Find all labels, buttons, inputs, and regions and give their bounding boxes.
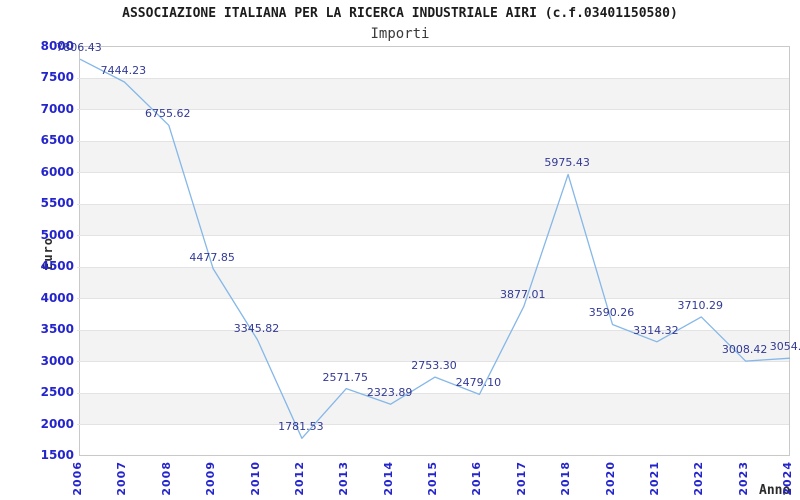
gridline xyxy=(77,203,789,205)
gridline xyxy=(77,329,789,331)
data-point-label: 2753.30 xyxy=(411,359,457,373)
plot-area xyxy=(77,46,791,456)
y-tick-label: 1500 xyxy=(40,448,74,462)
y-tick-label: 5500 xyxy=(40,196,74,211)
x-tick-label: 2022 xyxy=(692,461,706,496)
x-tick-label: 2014 xyxy=(381,461,395,496)
x-tick-label: 2006 xyxy=(71,461,84,496)
x-tick-label: 2024 xyxy=(781,461,794,496)
x-tick-label: 2015 xyxy=(426,461,439,496)
x-tick-label: 2023 xyxy=(736,461,750,496)
stripe-band xyxy=(80,393,789,425)
data-point-label: 5975.43 xyxy=(544,156,590,170)
data-point-label: 1781.53 xyxy=(278,420,324,434)
data-point-label: 3345.82 xyxy=(233,321,280,335)
data-point-label: 2479.10 xyxy=(455,376,502,390)
gridline xyxy=(77,235,789,237)
data-point-label: 6755.62 xyxy=(145,107,191,121)
data-point-label: 2323.89 xyxy=(366,386,413,400)
data-point-label: 3590.26 xyxy=(588,306,635,320)
y-tick-label: 2500 xyxy=(40,385,74,400)
x-tick-label: 2016 xyxy=(470,461,484,496)
data-point-label: 7806.43 xyxy=(56,41,102,55)
x-tick-label: 2021 xyxy=(647,461,661,496)
x-tick-label: 2012 xyxy=(292,461,306,496)
data-point-label: 3008.42 xyxy=(721,343,768,357)
x-tick-label: 2020 xyxy=(603,461,617,496)
data-point-label: 3054.7 xyxy=(769,340,800,354)
stripe-band xyxy=(80,141,789,173)
x-tick-label: 2018 xyxy=(559,461,573,496)
x-tick-label: 2017 xyxy=(514,461,528,496)
gridline xyxy=(77,392,789,394)
y-tick-label: 2000 xyxy=(40,416,74,431)
y-tick-label: 6500 xyxy=(40,133,74,148)
y-tick-label: 7500 xyxy=(40,70,74,85)
gridline xyxy=(77,109,789,111)
y-tick-label: 3000 xyxy=(40,353,74,368)
y-tick-label: 4500 xyxy=(40,259,74,274)
stripe-band xyxy=(80,330,789,362)
gridline xyxy=(77,140,789,142)
gridline xyxy=(77,266,789,268)
x-axis-title: Anno xyxy=(759,483,791,498)
y-tick-label: 4000 xyxy=(40,290,74,305)
x-tick-label: 2013 xyxy=(337,461,351,496)
gridline xyxy=(77,172,789,174)
x-tick-label: 2009 xyxy=(204,461,218,496)
stripe-band xyxy=(80,78,789,110)
gridline xyxy=(77,361,789,363)
y-tick-label: 7000 xyxy=(40,101,74,116)
y-tick-label: 8000 xyxy=(40,39,74,53)
x-tick-label: 2008 xyxy=(159,461,173,496)
data-point-label: 3710.29 xyxy=(677,298,724,312)
gridline xyxy=(77,298,789,300)
y-tick-label: 3500 xyxy=(40,322,74,337)
stripe-band xyxy=(80,267,789,299)
data-point-label: 3314.32 xyxy=(633,323,679,337)
data-point-label: 3877.01 xyxy=(500,288,546,302)
data-point-label: 2571.75 xyxy=(322,370,369,384)
chart-subtitle: Importi xyxy=(370,26,430,42)
x-tick-label: 2010 xyxy=(248,461,262,496)
data-point-label: 7444.23 xyxy=(100,63,147,77)
y-tick-label: 5000 xyxy=(40,227,74,242)
gridline xyxy=(77,424,789,426)
data-point-label: 4477.85 xyxy=(189,250,235,264)
x-tick-label: 2007 xyxy=(115,461,129,496)
chart-title: ASSOCIAZIONE ITALIANA PER LA RICERCA IND… xyxy=(122,6,678,21)
line-series xyxy=(79,58,791,439)
y-tick-label: 6000 xyxy=(40,164,74,179)
gridline xyxy=(77,77,789,79)
